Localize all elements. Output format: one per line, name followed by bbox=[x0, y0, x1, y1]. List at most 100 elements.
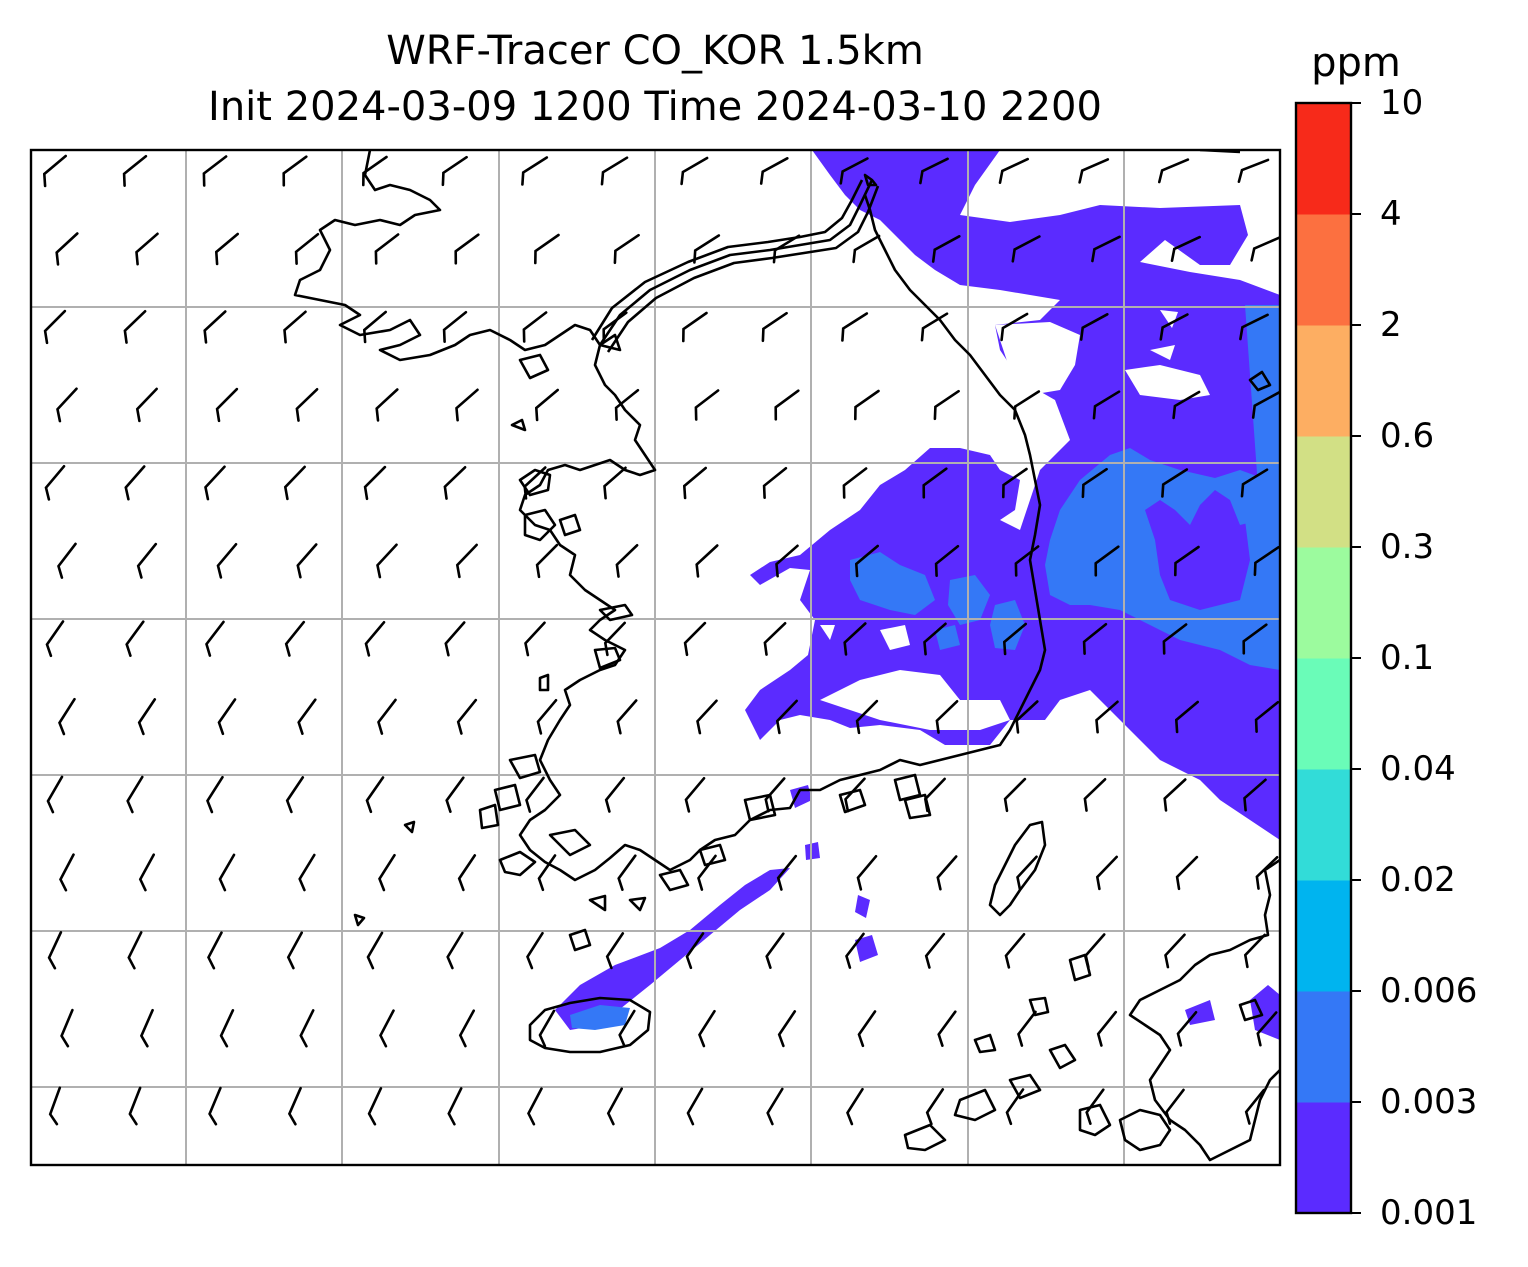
wind-barb bbox=[682, 311, 708, 343]
wind-barb bbox=[58, 697, 76, 736]
wind-barb bbox=[698, 1009, 716, 1048]
wind-barb bbox=[1014, 545, 1040, 577]
wind-barb bbox=[137, 698, 157, 736]
wind-barb bbox=[600, 156, 629, 186]
wind-barb bbox=[683, 621, 707, 657]
wind-barb bbox=[202, 155, 228, 187]
colorbar-segment bbox=[1296, 436, 1351, 548]
colorbar-segment bbox=[1296, 880, 1351, 992]
wind-barb bbox=[845, 932, 865, 969]
colorbar-tick-label: 0.3 bbox=[1380, 527, 1435, 567]
colorbar-tick-label: 2 bbox=[1380, 305, 1402, 345]
wind-barb bbox=[282, 155, 308, 187]
wind-barb bbox=[618, 1009, 636, 1048]
wind-barb bbox=[207, 931, 223, 970]
wind-barb bbox=[613, 233, 640, 265]
wind-barb bbox=[374, 233, 400, 265]
colorbar-tick-label: 10 bbox=[1380, 83, 1424, 123]
wind-barb bbox=[537, 854, 557, 892]
wind-barb bbox=[846, 1087, 864, 1126]
wind-barb bbox=[525, 776, 545, 813]
map-title-line2: Init 2024-03-09 1200 Time 2024-03-10 220… bbox=[208, 84, 1102, 130]
wind-barb bbox=[135, 232, 159, 266]
wind-barb bbox=[934, 544, 960, 577]
wind-barb bbox=[1095, 700, 1119, 734]
wind-barb bbox=[762, 466, 788, 499]
wind-barb bbox=[48, 1086, 62, 1126]
wind-barb bbox=[454, 233, 480, 265]
wind-barb bbox=[775, 699, 798, 735]
wind-barb bbox=[696, 699, 718, 735]
wind-barb bbox=[606, 1087, 623, 1126]
wind-barb bbox=[842, 467, 868, 499]
wind-barb bbox=[1250, 236, 1280, 262]
wind-barb bbox=[856, 855, 878, 891]
wind-barb bbox=[839, 157, 869, 185]
wind-barb bbox=[615, 544, 639, 578]
wind-barb bbox=[139, 1008, 154, 1048]
wind-barb bbox=[1078, 158, 1110, 184]
wind-barb bbox=[774, 389, 800, 421]
wind-barb bbox=[216, 543, 238, 579]
colorbar-segment bbox=[1296, 547, 1351, 659]
colorbar-tick-label: 4 bbox=[1380, 194, 1402, 234]
plume-northeast bbox=[745, 150, 1280, 840]
wind-barb bbox=[1159, 313, 1189, 341]
wind-barb bbox=[376, 543, 398, 579]
wind-barb bbox=[443, 466, 467, 500]
wind-barb bbox=[764, 777, 786, 813]
wind-barb bbox=[697, 854, 717, 891]
wind-barb bbox=[1158, 158, 1190, 184]
wind-barb bbox=[367, 1087, 383, 1126]
wind-barb bbox=[777, 1010, 797, 1048]
wind-barb bbox=[1162, 623, 1188, 655]
wind-barb bbox=[43, 309, 67, 345]
wind-barb bbox=[363, 465, 387, 501]
wind-barb bbox=[124, 465, 146, 501]
wind-barb bbox=[1172, 390, 1201, 420]
wind-barb bbox=[852, 234, 881, 264]
wind-barb bbox=[841, 312, 869, 342]
wind-barb bbox=[455, 543, 478, 579]
wind-barb bbox=[1243, 933, 1266, 969]
wind-barb bbox=[128, 1086, 142, 1126]
wind-barb bbox=[765, 932, 785, 969]
wind-barb bbox=[1015, 700, 1039, 734]
wind-barb bbox=[604, 776, 626, 813]
colorbar-segment bbox=[1296, 769, 1351, 881]
wind-barb bbox=[1161, 468, 1189, 498]
colorbar-segment bbox=[1296, 214, 1351, 326]
wind-barb bbox=[526, 931, 544, 970]
wind-barb bbox=[1176, 1011, 1198, 1047]
wind-barb bbox=[286, 931, 303, 970]
tsushima-island bbox=[988, 820, 1047, 917]
wind-barb bbox=[1175, 855, 1199, 891]
wind-barb bbox=[766, 1087, 784, 1126]
wind-barb bbox=[1000, 312, 1029, 342]
wind-barb bbox=[686, 1087, 704, 1126]
colorbar-unit-label: ppm bbox=[1311, 40, 1401, 86]
wind-barb bbox=[920, 312, 949, 342]
wind-barb bbox=[1081, 467, 1108, 499]
wind-barb bbox=[1174, 700, 1199, 734]
wind-barb bbox=[219, 1009, 235, 1048]
wind-barb bbox=[442, 310, 468, 343]
wind-barb bbox=[138, 853, 155, 892]
wind-barb bbox=[685, 932, 705, 970]
colorbar-tick-label: 0.006 bbox=[1380, 971, 1478, 1011]
wind-barb bbox=[693, 234, 721, 264]
wind-barb bbox=[56, 387, 78, 423]
wind-barb bbox=[534, 388, 559, 422]
wind-barb bbox=[1002, 467, 1028, 499]
wind-barb bbox=[1005, 1088, 1025, 1126]
wind-barb bbox=[605, 932, 625, 970]
wind-barb bbox=[362, 155, 388, 187]
wind-barb bbox=[680, 156, 709, 186]
colorbar-tick-label: 0.003 bbox=[1380, 1082, 1478, 1122]
wind-barb bbox=[1239, 313, 1269, 341]
wind-barb bbox=[60, 1008, 74, 1048]
wind-barb bbox=[919, 157, 949, 185]
wind-barb bbox=[203, 310, 227, 344]
map-title-line1: WRF-Tracer CO_KOR 1.5km bbox=[386, 28, 924, 74]
jeju-island bbox=[528, 996, 652, 1054]
